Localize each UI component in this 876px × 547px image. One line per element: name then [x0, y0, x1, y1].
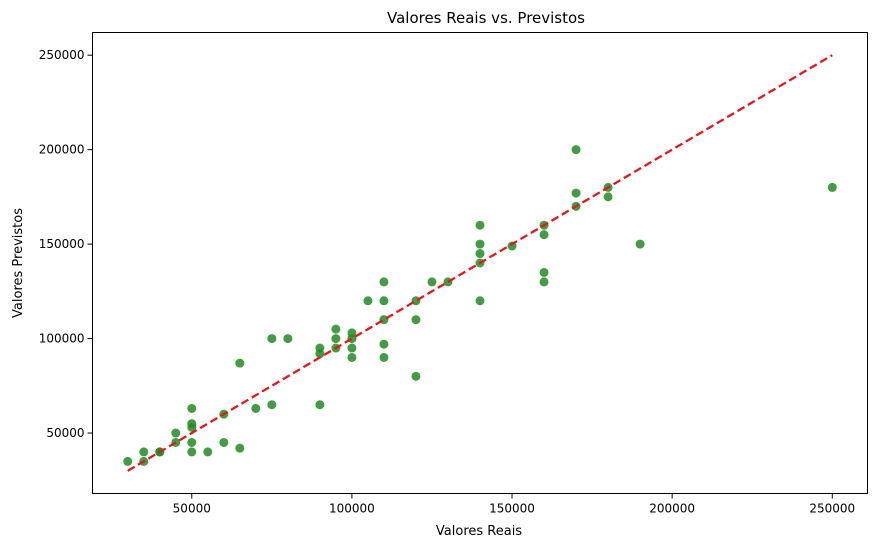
data-point [267, 334, 277, 344]
data-point [315, 400, 325, 410]
data-point [539, 277, 549, 287]
data-point [219, 437, 229, 447]
data-point [411, 371, 421, 381]
data-point [331, 324, 341, 334]
data-point [379, 339, 389, 349]
data-point [187, 419, 197, 429]
data-point [235, 358, 245, 368]
data-point [331, 334, 341, 344]
data-point [315, 343, 325, 353]
data-point [347, 352, 357, 362]
x-tick-label: 200000 [649, 502, 695, 516]
x-tick-label: 150000 [489, 502, 535, 516]
reference-line [127, 54, 833, 472]
data-point [571, 188, 581, 198]
data-point [251, 403, 261, 413]
x-tick-label: 50000 [173, 502, 211, 516]
y-axis-label: Valores Previstos [11, 208, 26, 318]
data-point [363, 296, 373, 306]
y-tick-label: 50000 [46, 426, 84, 440]
chart-title: Valores Reais vs. Previstos [387, 9, 585, 27]
plot-area-frame [92, 32, 868, 494]
data-point [635, 239, 645, 249]
y-tick-label: 100000 [39, 332, 85, 346]
data-point [411, 315, 421, 325]
reference-line-group [127, 54, 833, 472]
data-point [187, 447, 197, 457]
data-point [379, 352, 389, 362]
data-point [827, 182, 837, 192]
data-points [123, 145, 837, 466]
x-tick-label: 100000 [329, 502, 375, 516]
data-point [187, 437, 197, 447]
data-point [475, 220, 485, 230]
data-point [571, 145, 581, 155]
data-point [603, 192, 613, 202]
data-point [235, 443, 245, 453]
x-tick-label: 250000 [809, 502, 855, 516]
data-point [475, 239, 485, 249]
data-point [123, 456, 133, 466]
data-point [171, 428, 181, 438]
data-point [203, 447, 213, 457]
data-point [267, 400, 277, 410]
data-point [283, 334, 293, 344]
data-point [475, 249, 485, 259]
data-point [539, 267, 549, 277]
data-point [347, 328, 357, 338]
y-tick-label: 150000 [39, 237, 85, 251]
data-point [379, 296, 389, 306]
x-axis-label: Valores Reais [436, 524, 522, 539]
data-point [539, 230, 549, 240]
x-axis-ticks: 50000 100000 150000 200000 250000 [173, 493, 855, 516]
data-point [187, 403, 197, 413]
data-point [347, 343, 357, 353]
data-point [475, 296, 485, 306]
y-tick-label: 250000 [39, 48, 85, 62]
data-point [139, 447, 149, 457]
data-point [427, 277, 437, 287]
data-point [379, 277, 389, 287]
y-axis-ticks: 50000 100000 150000 200000 250000 [39, 48, 93, 440]
y-tick-label: 200000 [39, 143, 85, 157]
